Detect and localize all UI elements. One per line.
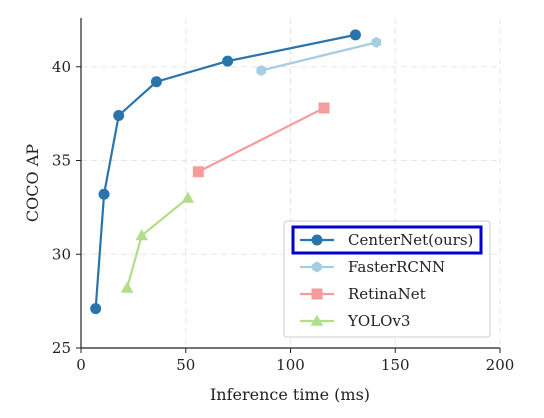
x-tick-label: 100 [276, 356, 305, 374]
series-fasterrcnn [256, 36, 382, 76]
data-point-retinanet [318, 102, 330, 114]
legend-entry-retinanet: RetinaNet [300, 285, 426, 303]
data-point-centernet-ours [222, 55, 234, 67]
series-centernet-ours [90, 29, 361, 315]
x-axis-label: Inference time (ms) [210, 385, 370, 404]
x-tick-label: 0 [76, 356, 86, 374]
legend-label: FasterRCNN [348, 258, 445, 276]
legend-box [283, 220, 491, 338]
legend-label: CenterNet(ours) [348, 231, 473, 249]
y-tick-label: 30 [52, 245, 71, 263]
data-point-centernet-ours [98, 188, 110, 200]
legend-marker [312, 261, 322, 273]
data-point-retinanet [192, 166, 204, 178]
x-tick-label: 50 [176, 356, 195, 374]
legend-marker [311, 288, 323, 300]
x-tick-label: 200 [486, 356, 515, 374]
data-point-centernet-ours [113, 110, 125, 121]
legend-label: YOLOv3 [347, 312, 410, 330]
legend-label: RetinaNet [348, 285, 426, 303]
series-retinanet [192, 102, 330, 178]
data-point-fasterrcnn [371, 36, 382, 48]
y-tick-label: 35 [52, 152, 71, 170]
data-point-centernet-ours [90, 303, 102, 315]
series-line-retinanet [197, 107, 325, 173]
data-point-yolov3 [181, 191, 195, 203]
legend-marker [310, 314, 324, 326]
tick-labels: 0 50 100 150 200 25 30 35 40 [52, 58, 514, 374]
x-tick-label: 150 [381, 356, 410, 374]
legend-entry-centernet-ours: CenterNet(ours) [291, 225, 483, 255]
y-tick-label: 25 [52, 339, 71, 357]
legend-marker [311, 234, 323, 246]
data-point-yolov3 [120, 281, 134, 293]
data-point-centernet-ours [150, 76, 162, 88]
legend-entry-fasterrcnn: FasterRCNN [300, 258, 445, 276]
legend: CenterNet(ours) FasterRCNN RetinaNet YOLOv3 [283, 220, 491, 338]
y-axis-label: COCO AP [23, 144, 42, 222]
data-point-centernet-ours [349, 29, 361, 41]
y-tick-label: 40 [52, 58, 71, 76]
data-point-yolov3 [135, 229, 149, 241]
series-yolov3 [120, 191, 195, 293]
data-point-fasterrcnn [256, 65, 266, 76]
legend-highlight-box [291, 225, 483, 255]
series-line-fasterrcnn [260, 41, 377, 72]
series-layer [90, 29, 382, 315]
series-line-centernet-ours [94, 33, 356, 309]
series-line-yolov3 [126, 197, 189, 289]
legend-entry-yolov3: YOLOv3 [300, 312, 410, 330]
